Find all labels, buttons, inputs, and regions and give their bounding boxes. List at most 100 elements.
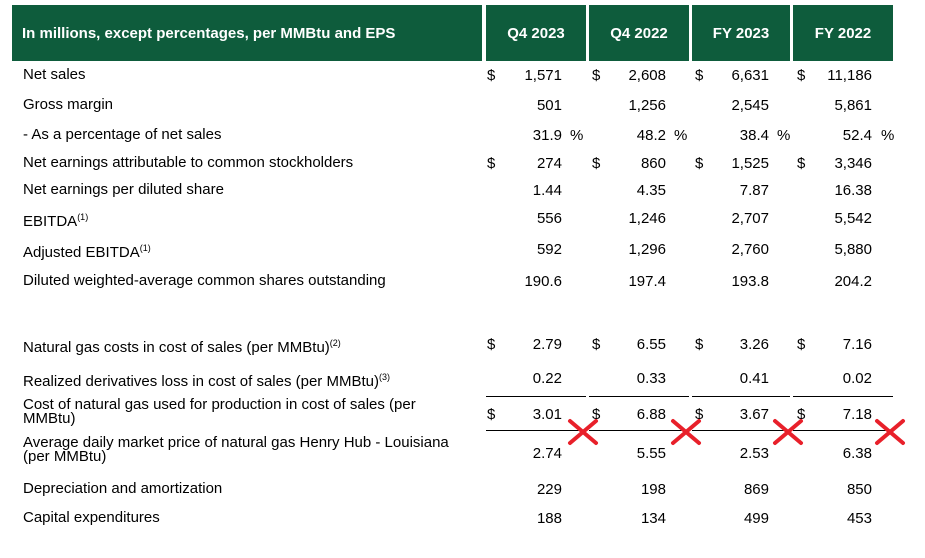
row-label-text: Adjusted EBITDA bbox=[23, 244, 140, 261]
cell-value: 3.26 bbox=[739, 336, 769, 353]
cell-value: 1.44 bbox=[532, 182, 562, 199]
cell-value: 188 bbox=[536, 510, 562, 527]
row-label-text: Diluted weighted-average common shares o… bbox=[23, 272, 386, 289]
currency-symbol: $ bbox=[592, 155, 601, 172]
row-label: Natural gas costs in cost of sales (per … bbox=[23, 336, 341, 355]
cell-value: 501 bbox=[536, 97, 562, 114]
header-label: In millions, except percentages, per MMB… bbox=[12, 5, 482, 61]
cell-value: 2,608 bbox=[628, 67, 666, 84]
cell-value: 0.22 bbox=[532, 370, 562, 387]
percent-sign: % bbox=[777, 127, 791, 144]
row-label: Realized derivatives loss in cost of sal… bbox=[23, 370, 390, 389]
cell-value: 16.38 bbox=[834, 182, 872, 199]
row-label: Adjusted EBITDA(1) bbox=[23, 241, 151, 260]
footnote-marker: (3) bbox=[378, 372, 390, 382]
currency-symbol: $ bbox=[695, 336, 704, 353]
cell-value: 556 bbox=[536, 210, 562, 227]
row-label-text: Cost of natural gas used for production … bbox=[23, 396, 416, 427]
currency-symbol: $ bbox=[695, 406, 704, 423]
header-q4-2022: Q4 2022 bbox=[589, 5, 689, 61]
row-label: Depreciation and amortization bbox=[23, 481, 222, 496]
cell-value: 2.53 bbox=[739, 445, 769, 462]
cell-value: 6.88 bbox=[636, 406, 666, 423]
currency-symbol: $ bbox=[695, 67, 704, 84]
cell-value: 204.2 bbox=[834, 273, 872, 290]
x-mark-icon bbox=[875, 419, 905, 445]
subtotal-rule bbox=[692, 396, 790, 397]
row-label: Capital expenditures bbox=[23, 510, 160, 525]
cell-value: 592 bbox=[536, 241, 562, 258]
subtotal-rule bbox=[589, 396, 689, 397]
row-label: Diluted weighted-average common shares o… bbox=[23, 273, 386, 288]
cell-value: 869 bbox=[743, 481, 769, 498]
cell-value: 1,296 bbox=[628, 241, 666, 258]
cell-value: 0.41 bbox=[739, 370, 769, 387]
cell-value: 1,246 bbox=[628, 210, 666, 227]
row-label-text: Net sales bbox=[23, 66, 86, 83]
row-label: Net earnings per diluted share bbox=[23, 182, 224, 197]
cell-value: 3.67 bbox=[739, 406, 769, 423]
cell-value: 2,707 bbox=[731, 210, 769, 227]
footnote-marker: (1) bbox=[139, 243, 151, 253]
currency-symbol: $ bbox=[487, 336, 496, 353]
cell-value: 7.16 bbox=[842, 336, 872, 353]
x-mark-icon bbox=[773, 419, 803, 445]
cell-value: 31.9 bbox=[532, 127, 562, 144]
cell-value: 5,542 bbox=[834, 210, 872, 227]
cell-value: 48.2 bbox=[636, 127, 666, 144]
cell-value: 0.02 bbox=[842, 370, 872, 387]
currency-symbol: $ bbox=[695, 155, 704, 172]
cell-value: 7.87 bbox=[739, 182, 769, 199]
row-label: Cost of natural gas used for production … bbox=[23, 396, 453, 427]
currency-symbol: $ bbox=[487, 155, 496, 172]
cell-value: 5,861 bbox=[834, 97, 872, 114]
cell-value: 274 bbox=[536, 155, 562, 172]
cell-value: 134 bbox=[640, 510, 666, 527]
row-label: - As a percentage of net sales bbox=[23, 127, 221, 142]
cell-value: 3,346 bbox=[834, 155, 872, 172]
header-fy-2022: FY 2022 bbox=[793, 5, 893, 61]
row-label-text: Net earnings attributable to common stoc… bbox=[23, 154, 354, 171]
row-label: Gross margin bbox=[23, 97, 113, 112]
row-label-text: EBITDA bbox=[23, 213, 78, 230]
cell-value: 499 bbox=[743, 510, 769, 527]
total-rule bbox=[486, 430, 586, 431]
cell-value: 6.38 bbox=[842, 445, 872, 462]
cell-value: 453 bbox=[846, 510, 872, 527]
total-rule bbox=[589, 430, 689, 431]
currency-symbol: $ bbox=[592, 67, 601, 84]
cell-value: 850 bbox=[846, 481, 872, 498]
currency-symbol: $ bbox=[592, 406, 601, 423]
currency-symbol: $ bbox=[797, 155, 806, 172]
cell-value: 38.4 bbox=[739, 127, 769, 144]
total-rule bbox=[793, 430, 893, 431]
cell-value: 860 bbox=[640, 155, 666, 172]
currency-symbol: $ bbox=[487, 67, 496, 84]
currency-symbol: $ bbox=[797, 406, 806, 423]
row-label-text: Average daily market price of natural ga… bbox=[23, 434, 449, 465]
cell-value: 198 bbox=[640, 481, 666, 498]
cell-value: 7.18 bbox=[842, 406, 872, 423]
header-fy-2023: FY 2023 bbox=[692, 5, 790, 61]
cell-value: 6.55 bbox=[636, 336, 666, 353]
cell-value: 0.33 bbox=[636, 370, 666, 387]
cell-value: 190.6 bbox=[524, 273, 562, 290]
row-label: Net earnings attributable to common stoc… bbox=[23, 155, 353, 170]
cell-value: 11,186 bbox=[827, 67, 872, 84]
currency-symbol: $ bbox=[487, 406, 496, 423]
percent-sign: % bbox=[570, 127, 584, 144]
cell-value: 5,880 bbox=[834, 241, 872, 258]
header-q4-2023: Q4 2023 bbox=[486, 5, 586, 61]
cell-value: 4.35 bbox=[636, 182, 666, 199]
total-rule bbox=[692, 430, 790, 431]
footnote-marker: (2) bbox=[329, 338, 341, 348]
row-label-text: Capital expenditures bbox=[23, 509, 160, 526]
currency-symbol: $ bbox=[592, 336, 601, 353]
row-label-text: Realized derivatives loss in cost of sal… bbox=[23, 373, 379, 390]
row-label: EBITDA(1) bbox=[23, 210, 88, 229]
cell-value: 1,571 bbox=[524, 67, 562, 84]
percent-sign: % bbox=[881, 127, 895, 144]
row-label: Average daily market price of natural ga… bbox=[23, 434, 453, 465]
cell-value: 2.74 bbox=[532, 445, 562, 462]
subtotal-rule bbox=[793, 396, 893, 397]
